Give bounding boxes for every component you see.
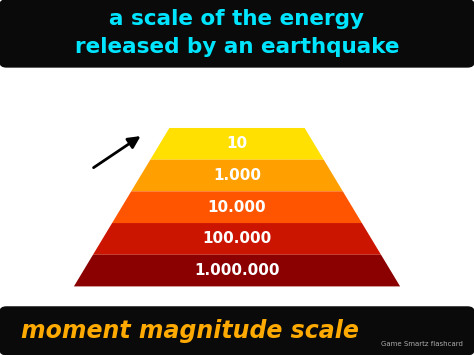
Text: 1.000: 1.000	[213, 168, 261, 183]
Polygon shape	[93, 223, 381, 255]
Polygon shape	[131, 160, 343, 191]
Polygon shape	[150, 128, 324, 160]
Text: released by an earthquake: released by an earthquake	[75, 37, 399, 57]
FancyBboxPatch shape	[0, 0, 474, 68]
Text: 100.000: 100.000	[202, 231, 272, 246]
Polygon shape	[112, 191, 362, 223]
Polygon shape	[74, 255, 400, 286]
Text: 10.000: 10.000	[208, 200, 266, 215]
Text: moment magnitude scale: moment magnitude scale	[21, 319, 358, 343]
Text: Game Smartz flashcard: Game Smartz flashcard	[381, 341, 463, 347]
FancyBboxPatch shape	[0, 306, 474, 355]
Text: 1.000.000: 1.000.000	[194, 263, 280, 278]
Text: a scale of the energy: a scale of the energy	[109, 9, 365, 29]
Text: 10: 10	[227, 136, 247, 151]
